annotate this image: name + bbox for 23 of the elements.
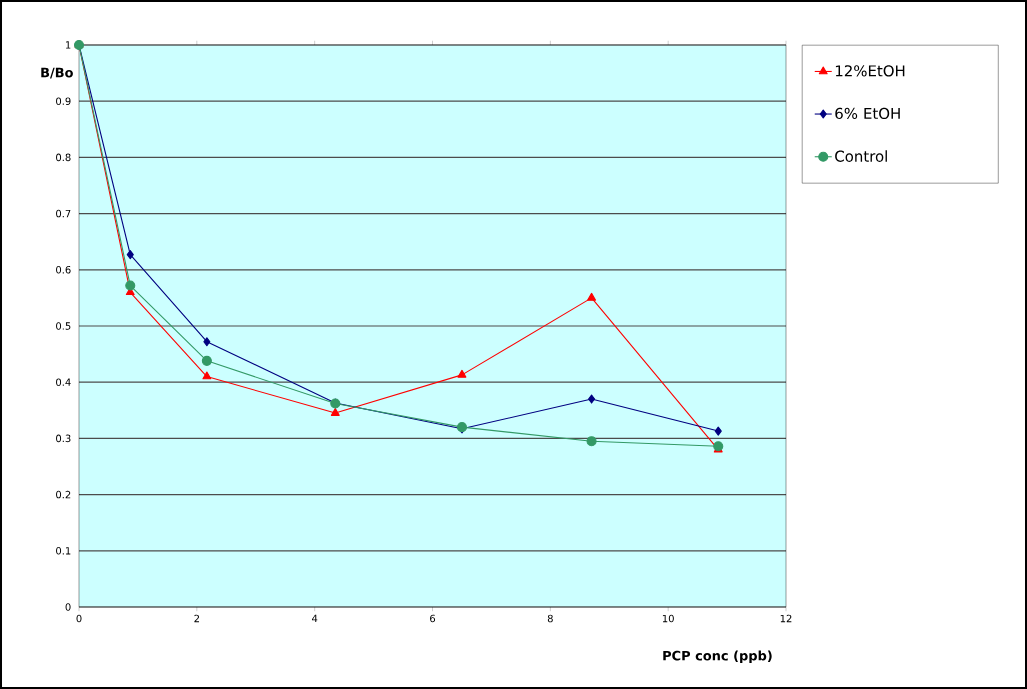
x-tick-label: 2 [194,614,200,623]
legend-label: Control [835,150,887,162]
x-tick-label: 8 [547,614,553,623]
legend-label: 6% EtOH [835,107,900,120]
x-axis-title: PCP conc (ppb) [663,650,772,664]
y-tick-label: 0.6 [56,266,71,274]
x-tick-label: 0 [76,614,82,623]
y-tick-label: 0.9 [56,97,71,105]
y-tick-label: 0.3 [56,434,71,443]
y-tick-label: 1 [65,41,71,49]
x-tick-label: 10 [662,614,674,623]
x-tick-label: 4 [311,614,318,623]
y-axis-title: B/Bo [41,67,73,79]
y-tick-label: 0.4 [56,378,71,386]
y-tick-label: 0.2 [56,490,71,499]
y-tick-label: 0.8 [56,153,71,162]
y-tick-label: 0.7 [56,209,71,218]
y-tick-label: 0.5 [56,322,71,330]
x-tick-label: 12 [780,614,792,623]
x-tick-label: 6 [430,614,436,623]
y-tick-label: 0.1 [56,547,71,555]
y-tick-label: 0 [65,603,71,611]
legend-label: 12%EtOH [835,65,905,77]
